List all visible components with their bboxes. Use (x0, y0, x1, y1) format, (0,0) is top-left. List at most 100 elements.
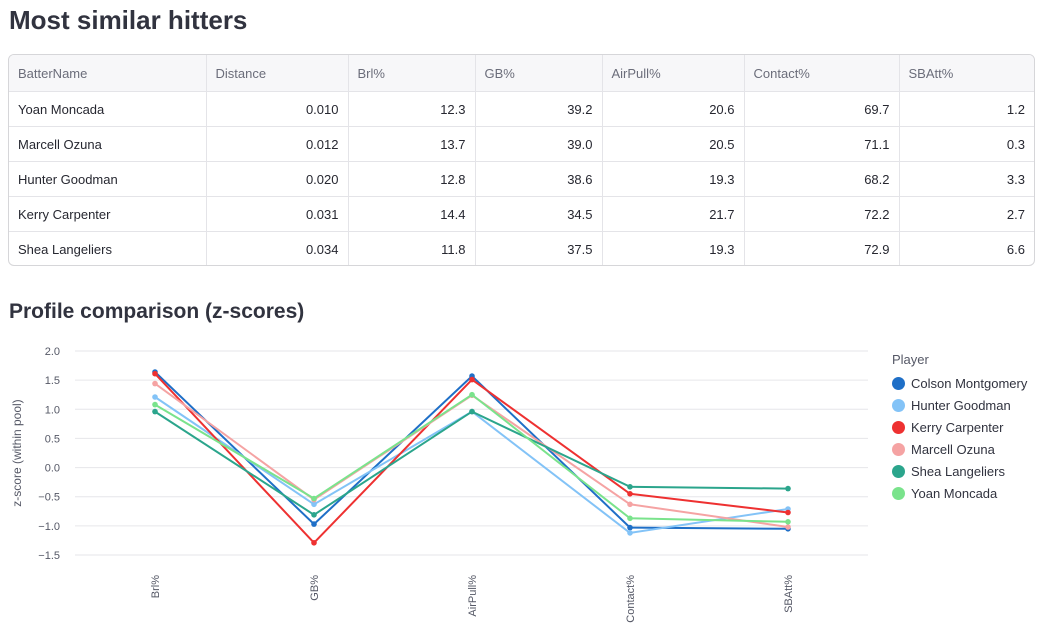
x-tick-label: GB% (309, 575, 321, 601)
series-line (154, 382, 789, 528)
table-row: Hunter Goodman 0.020 12.8 38.6 19.3 68.2… (9, 161, 1034, 197)
data-point (152, 394, 158, 400)
cell-brl[interactable]: 11.8 (348, 231, 476, 265)
y-tick-label: 0.5 (45, 433, 60, 445)
legend-swatch (892, 398, 905, 412)
legend-label: Marcell Ozuna (911, 441, 995, 457)
cell-distance[interactable]: 0.012 (206, 126, 349, 162)
table-row: Marcell Ozuna 0.012 13.7 39.0 20.5 71.1 … (9, 126, 1034, 162)
column-header-brl[interactable]: Brl% (348, 55, 476, 92)
legend-label: Yoan Moncada (911, 485, 998, 501)
legend-label: Hunter Goodman (911, 397, 1011, 413)
column-header-distance[interactable]: Distance (206, 55, 349, 92)
y-tick-label: 1.0 (45, 404, 60, 416)
cell-brl[interactable]: 12.8 (348, 161, 476, 197)
data-point (785, 485, 791, 492)
cell-contact[interactable]: 72.2 (744, 196, 900, 232)
cell-battername[interactable]: Kerry Carpenter (9, 196, 207, 232)
data-point (469, 408, 475, 415)
cell-airpull[interactable]: 19.3 (602, 161, 745, 197)
cell-airpull[interactable]: 19.3 (602, 231, 745, 265)
data-point (311, 540, 317, 546)
data-point (311, 501, 317, 508)
cell-sbatt[interactable]: 1.2 (899, 91, 1034, 127)
legend-swatch (892, 486, 905, 500)
cell-gb[interactable]: 39.0 (475, 126, 603, 162)
chart-legend[interactable]: Player Colson Montgomery Hunter Goodman … (892, 352, 1027, 504)
data-point (311, 521, 317, 527)
x-tick-label: AirPull% (467, 575, 479, 617)
cell-sbatt[interactable]: 3.3 (899, 161, 1034, 197)
x-tick-label: SBAtt% (783, 575, 795, 613)
cell-battername[interactable]: Hunter Goodman (9, 161, 207, 197)
cell-battername[interactable]: Shea Langeliers (9, 231, 207, 265)
data-point (152, 370, 158, 377)
cell-battername[interactable]: Yoan Moncada (9, 91, 207, 127)
column-header-contact[interactable]: Contact% (744, 55, 900, 92)
cell-contact[interactable]: 69.7 (744, 91, 900, 127)
cell-distance[interactable]: 0.034 (206, 231, 349, 265)
data-point (785, 519, 791, 525)
legend-swatch (892, 420, 905, 434)
data-point (785, 524, 791, 530)
data-point (469, 391, 475, 398)
legend-label: Colson Montgomery (911, 375, 1028, 391)
legend-swatch (892, 376, 905, 390)
cell-gb[interactable]: 38.6 (475, 161, 603, 197)
data-point (311, 495, 317, 502)
legend-label: Kerry Carpenter (911, 419, 1004, 435)
x-tick-label: Contact% (625, 575, 637, 623)
y-axis-label: z-score (within pool) (10, 399, 24, 506)
legend-item-kerry-carpenter[interactable]: Kerry Carpenter (892, 416, 1027, 438)
cell-brl[interactable]: 13.7 (348, 126, 476, 162)
data-point (311, 512, 317, 518)
cell-distance[interactable]: 0.020 (206, 161, 349, 197)
column-header-sbatt[interactable]: SBAtt% (899, 55, 1034, 92)
y-tick-label: −1.0 (38, 521, 60, 533)
cell-airpull[interactable]: 21.7 (602, 196, 745, 232)
cell-distance[interactable]: 0.010 (206, 91, 349, 127)
page-title: Most similar hitters (9, 5, 248, 35)
data-point (627, 491, 633, 497)
data-point (469, 376, 475, 383)
cell-gb[interactable]: 39.2 (475, 91, 603, 127)
cell-gb[interactable]: 37.5 (475, 231, 603, 265)
cell-brl[interactable]: 12.3 (348, 91, 476, 127)
y-tick-label: 1.5 (45, 375, 60, 387)
chart-section-title: Profile comparison (z-scores) (9, 300, 305, 323)
cell-contact[interactable]: 68.2 (744, 161, 900, 197)
table-row: Yoan Moncada 0.010 12.3 39.2 20.6 69.7 1… (9, 91, 1034, 127)
cell-gb[interactable]: 34.5 (475, 196, 603, 232)
y-tick-label: 0.0 (45, 463, 60, 475)
cell-airpull[interactable]: 20.5 (602, 126, 745, 162)
cell-battername[interactable]: Marcell Ozuna (9, 126, 207, 162)
column-header-gb[interactable]: GB% (475, 55, 603, 92)
legend-item-hunter-goodman[interactable]: Hunter Goodman (892, 394, 1027, 416)
legend-label: Shea Langeliers (911, 463, 1005, 479)
profile-comparison-chart[interactable]: 2.0 1.5 1.0 0.5 0.0 −0.5 −1.0 −1.5 Brl% GB% AirPul… (0, 335, 880, 635)
legend-item-marcell-ozuna[interactable]: Marcell Ozuna (892, 438, 1027, 460)
legend-item-yoan-moncada[interactable]: Yoan Moncada (892, 482, 1027, 504)
cell-brl[interactable]: 14.4 (348, 196, 476, 232)
similar-hitters-table[interactable]: BatterName Distance Brl% GB% AirPull% Co… (8, 54, 1035, 266)
y-tick-label: −0.5 (38, 492, 60, 504)
cell-sbatt[interactable]: 0.3 (899, 126, 1034, 162)
y-tick-label: −1.5 (38, 550, 60, 562)
legend-item-colson-montgomery[interactable]: Colson Montgomery (892, 372, 1027, 394)
column-header-airpull[interactable]: AirPull% (602, 55, 745, 92)
legend-title: Player (892, 352, 929, 367)
data-point (627, 515, 633, 522)
legend-item-shea-langeliers[interactable]: Shea Langeliers (892, 460, 1027, 482)
data-point (152, 401, 158, 408)
x-tick-label: Brl% (150, 575, 162, 598)
cell-sbatt[interactable]: 6.6 (1006, 241, 1025, 257)
cell-contact[interactable]: 72.9 (744, 231, 900, 265)
data-point (152, 408, 158, 415)
data-point (627, 524, 633, 531)
column-header-battername[interactable]: BatterName (9, 55, 207, 92)
legend-swatch (892, 442, 905, 456)
cell-sbatt[interactable]: 2.7 (899, 196, 1034, 232)
cell-airpull[interactable]: 20.6 (602, 91, 745, 127)
cell-contact[interactable]: 71.1 (744, 126, 900, 162)
cell-distance[interactable]: 0.031 (206, 196, 349, 232)
